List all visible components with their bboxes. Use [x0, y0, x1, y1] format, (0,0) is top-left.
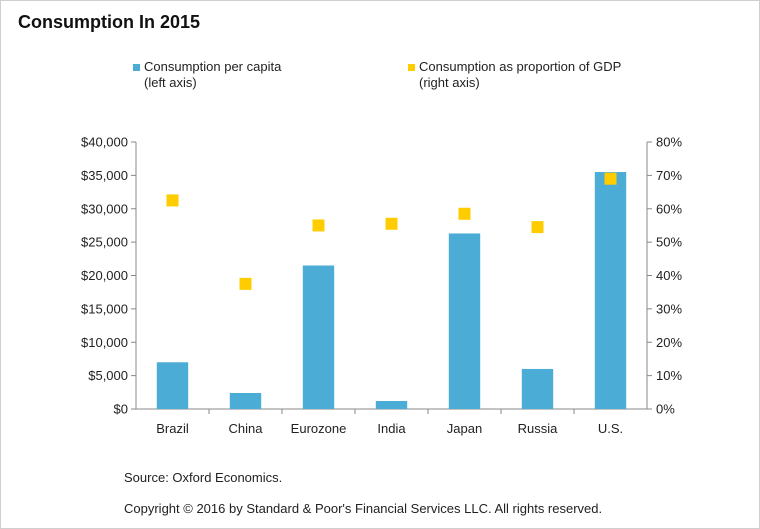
x-axis-category-label: Japan — [447, 421, 482, 436]
marker-consumption-gdp-share — [239, 277, 252, 290]
right-axis-tick-label: 40% — [656, 268, 682, 283]
x-axis-category-label: India — [377, 421, 406, 436]
right-axis-tick-label: 60% — [656, 201, 682, 216]
source-note: Source: Oxford Economics. — [124, 470, 283, 485]
right-axis-tick-label: 20% — [656, 335, 682, 350]
right-axis-tick-label: 30% — [656, 301, 682, 316]
right-axis-tick-label: 50% — [656, 235, 682, 250]
legend-item-per-capita: Consumption per capita (left axis) — [133, 59, 282, 91]
left-axis-tick-label: $40,000 — [81, 135, 128, 150]
bar-consumption-per-capita — [156, 362, 189, 409]
bar-consumption-per-capita — [521, 368, 554, 409]
marker-consumption-gdp-share — [166, 194, 179, 207]
marker-consumption-gdp-share — [385, 217, 398, 230]
chart-title: Consumption In 2015 — [18, 12, 201, 32]
marker-consumption-gdp-share — [458, 207, 471, 220]
right-axis-tick-label: 0% — [656, 402, 675, 417]
bar-consumption-per-capita — [448, 233, 481, 409]
x-axis-category-label: Brazil — [156, 421, 189, 436]
legend-sublabel: (left axis) — [144, 75, 197, 90]
x-axis-category-label: China — [229, 421, 264, 436]
left-axis-tick-label: $0 — [114, 402, 128, 417]
bar-consumption-per-capita — [375, 400, 408, 409]
left-axis-tick-label: $20,000 — [81, 268, 128, 283]
chart-plot: $0 $5,000 $10,000 $15,000 $20,000 $25,000 $30,… — [81, 135, 682, 437]
marker-consumption-gdp-share — [312, 219, 325, 232]
bar-consumption-per-capita — [302, 265, 335, 409]
bar-consumption-per-capita — [229, 392, 262, 409]
x-axis-category-label: Eurozone — [291, 421, 347, 436]
x-axis-category-label: U.S. — [598, 421, 623, 436]
right-axis-tick-label: 10% — [656, 368, 682, 383]
left-axis-tick-label: $35,000 — [81, 168, 128, 183]
left-axis-tick-label: $15,000 — [81, 301, 128, 316]
legend-item-gdp-share: Consumption as proportion of GDP (right … — [408, 59, 622, 91]
legend-label: Consumption as proportion of GDP — [419, 59, 622, 74]
copyright-note: Copyright © 2016 by Standard & Poor's Fi… — [124, 501, 603, 516]
legend-label: Consumption per capita — [144, 59, 282, 74]
left-axis-tick-label: $10,000 — [81, 335, 128, 350]
marker-consumption-gdp-share — [604, 172, 617, 185]
legend-swatch-gdp-share — [408, 64, 415, 71]
marker-consumption-gdp-share — [531, 221, 544, 234]
right-axis-tick-label: 70% — [656, 168, 682, 183]
left-axis-tick-label: $30,000 — [81, 201, 128, 216]
legend-sublabel: (right axis) — [419, 75, 480, 90]
left-axis-tick-label: $25,000 — [81, 235, 128, 250]
left-axis-tick-label: $5,000 — [88, 368, 128, 383]
right-axis-tick-label: 80% — [656, 135, 682, 150]
bar-consumption-per-capita — [594, 172, 627, 409]
legend-swatch-per-capita — [133, 64, 140, 71]
x-axis-category-label: Russia — [518, 421, 559, 436]
